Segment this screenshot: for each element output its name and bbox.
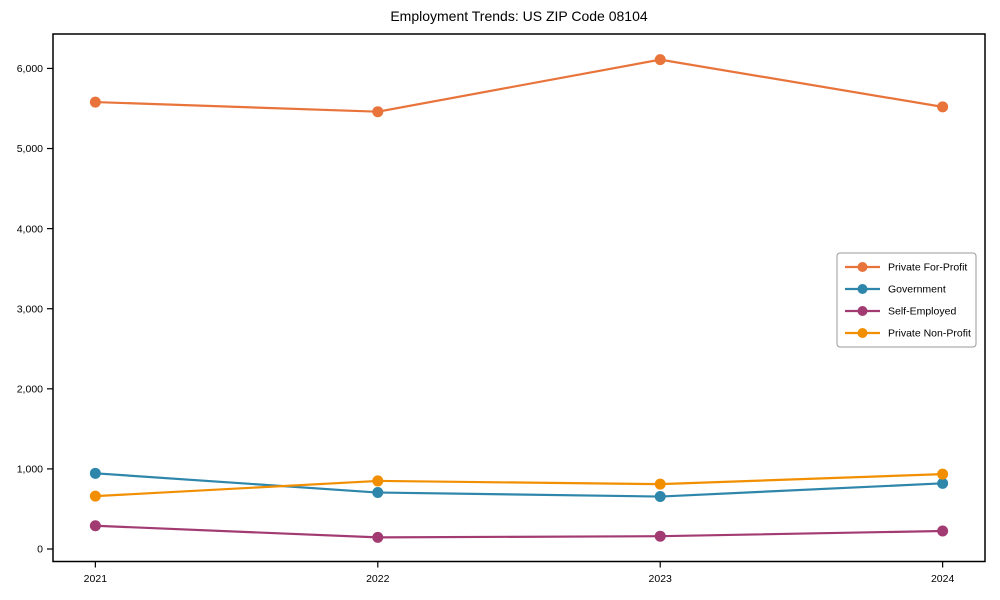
data-point-self-employed bbox=[89, 520, 101, 532]
x-tick-label: 2024 bbox=[931, 573, 955, 585]
series-line-government bbox=[95, 472, 943, 498]
legend-marker-government bbox=[857, 284, 868, 294]
data-point-private-non-profit bbox=[89, 490, 101, 502]
data-point-private-for-profit bbox=[937, 101, 949, 113]
data-point-government bbox=[89, 467, 101, 479]
series-line-self-employed bbox=[95, 524, 943, 539]
x-tick-label: 2022 bbox=[366, 573, 390, 585]
legend-marker-private-non-profit bbox=[857, 328, 868, 338]
data-point-private-for-profit bbox=[372, 106, 384, 118]
legend-marker-self-employed bbox=[857, 306, 868, 316]
series-line-private-for-profit bbox=[95, 58, 943, 113]
legend-box bbox=[836, 252, 977, 348]
series-line-private-non-profit bbox=[95, 473, 943, 498]
data-point-private-non-profit bbox=[937, 468, 949, 480]
data-point-private-for-profit bbox=[89, 96, 101, 108]
data-point-self-employed bbox=[937, 525, 949, 537]
x-tick-label: 2021 bbox=[84, 573, 108, 585]
y-tick-label: 0 bbox=[37, 544, 43, 556]
data-point-government bbox=[372, 487, 384, 499]
data-point-private-for-profit bbox=[654, 54, 666, 66]
legend-label-private-for-profit: Private For-Profit bbox=[888, 262, 967, 274]
chart-title: Employment Trends: US ZIP Code 08104 bbox=[390, 8, 648, 24]
plot-frame bbox=[52, 33, 986, 563]
legend-label-private-non-profit: Private Non-Profit bbox=[888, 328, 971, 340]
y-tick-label: 5,000 bbox=[17, 143, 43, 155]
y-tick-label: 2,000 bbox=[17, 383, 43, 395]
data-point-government bbox=[654, 491, 666, 503]
y-tick-label: 6,000 bbox=[17, 63, 43, 75]
legend-label-government: Government bbox=[888, 284, 946, 296]
y-tick-label: 3,000 bbox=[17, 303, 43, 315]
data-point-government bbox=[937, 477, 949, 489]
data-point-self-employed bbox=[654, 530, 666, 542]
data-point-self-employed bbox=[372, 531, 384, 543]
x-tick-label: 2023 bbox=[649, 573, 673, 585]
y-tick-label: 4,000 bbox=[17, 223, 43, 235]
data-point-private-non-profit bbox=[372, 475, 384, 487]
legend-marker-private-for-profit bbox=[857, 262, 868, 272]
data-point-private-non-profit bbox=[654, 478, 666, 490]
y-tick-label: 1,000 bbox=[17, 464, 43, 476]
legend-label-self-employed: Self-Employed bbox=[888, 306, 956, 318]
